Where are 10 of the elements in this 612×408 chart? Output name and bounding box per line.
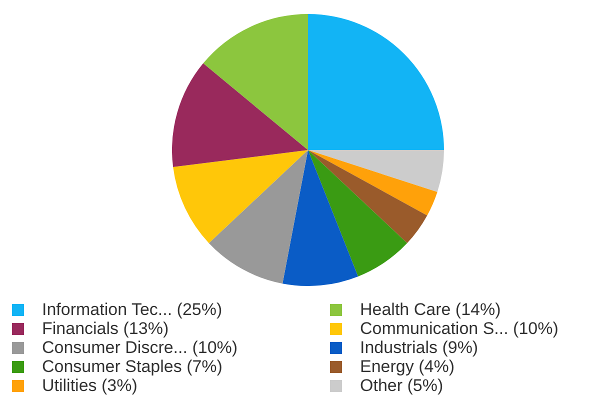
legend-label: Industrials (9%) bbox=[360, 338, 478, 358]
legend-label: Other (5%) bbox=[360, 376, 444, 396]
legend-label: Information Tec... (25%) bbox=[42, 300, 222, 320]
legend-label: Utilities (3%) bbox=[42, 376, 138, 396]
legend-label: Communication S... (10%) bbox=[360, 318, 558, 338]
legend-label: Health Care (14%) bbox=[360, 300, 501, 320]
legend-label: Energy (4%) bbox=[360, 356, 454, 376]
legend-label: Financials (13%) bbox=[42, 318, 169, 338]
legend-label: Consumer Discre... (10%) bbox=[42, 338, 238, 358]
legend-label: Consumer Staples (7%) bbox=[42, 356, 222, 376]
